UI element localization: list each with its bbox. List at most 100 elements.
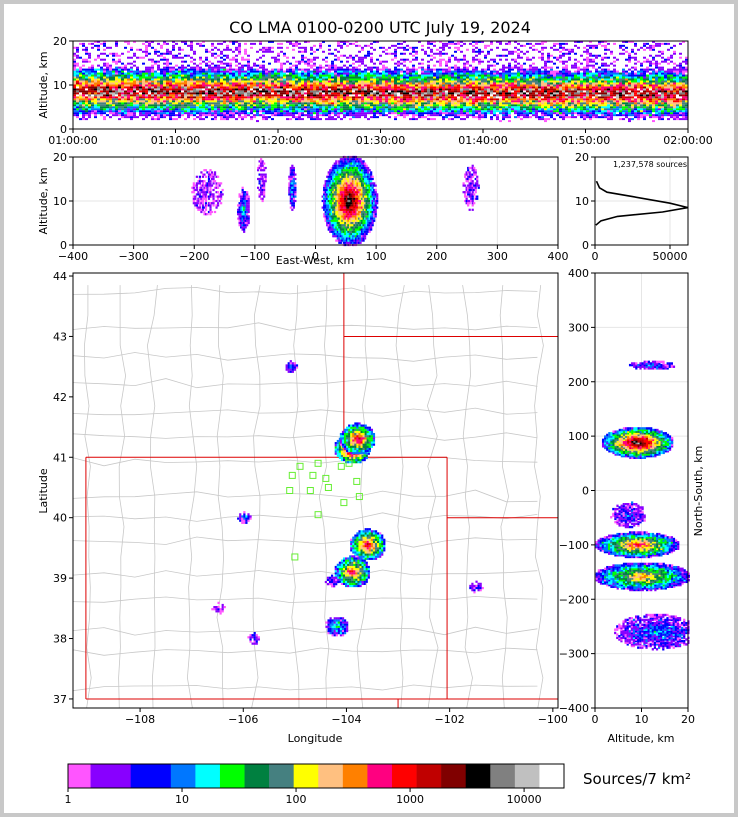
time-heatmap-cell [223, 110, 226, 113]
time-heatmap-cell [445, 80, 448, 83]
time-heatmap-cell [172, 94, 175, 97]
time-heatmap-cell [238, 98, 241, 101]
time-heatmap-cell [94, 108, 97, 111]
time-heatmap-cell [109, 110, 112, 113]
time-heatmap-cell [208, 114, 211, 117]
time-heatmap-cell [76, 84, 79, 87]
time-heatmap-cell [460, 72, 463, 75]
time-heatmap-cell [550, 90, 553, 93]
time-heatmap-cell [574, 44, 577, 47]
time-heatmap-cell [379, 86, 382, 89]
time-heatmap-cell [295, 110, 298, 113]
time-heatmap-cell [550, 80, 553, 83]
time-heatmap-cell [559, 70, 562, 73]
time-heatmap-cell [490, 48, 493, 51]
time-heatmap-cell [133, 64, 136, 67]
time-heatmap-cell [562, 54, 565, 57]
time-heatmap-cell [508, 74, 511, 77]
time-heatmap-cell [208, 76, 211, 79]
time-heatmap-cell [262, 88, 265, 91]
time-heatmap-cell [190, 106, 193, 109]
time-heatmap-cell [340, 54, 343, 57]
time-heatmap-cell [265, 92, 268, 95]
time-heatmap-cell [121, 112, 124, 115]
time-heatmap-cell [505, 90, 508, 93]
time-heatmap-cell [163, 40, 166, 43]
time-heatmap-cell [313, 78, 316, 81]
time-heatmap-cell [223, 104, 226, 107]
time-heatmap-cell [499, 40, 502, 43]
time-heatmap-cell [118, 108, 121, 111]
time-heatmap-cell [85, 118, 88, 121]
time-heatmap-cell [484, 54, 487, 57]
time-heatmap-cell [538, 72, 541, 75]
time-heatmap-cell [85, 72, 88, 75]
time-heatmap-cell [352, 116, 355, 119]
time-heatmap-cell [490, 102, 493, 105]
time-heatmap-cell [436, 92, 439, 95]
time-heatmap-cell [262, 74, 265, 77]
time-heatmap-cell [469, 74, 472, 77]
time-heatmap-cell [286, 100, 289, 103]
time-heatmap-cell [271, 96, 274, 99]
time-heatmap-cell [394, 52, 397, 55]
time-heatmap-cell [76, 96, 79, 99]
time-heatmap-cell [139, 110, 142, 113]
time-heatmap-cell [442, 68, 445, 71]
time-heatmap-cell [274, 84, 277, 87]
time-heatmap-cell [343, 110, 346, 113]
time-heatmap-cell [532, 100, 535, 103]
time-heatmap-cell [370, 72, 373, 75]
time-heatmap-cell [211, 96, 214, 99]
time-heatmap-cell [343, 76, 346, 79]
time-heatmap-cell [379, 112, 382, 115]
time-heatmap-cell [253, 68, 256, 71]
time-heatmap-cell [385, 68, 388, 71]
time-heatmap-cell [100, 84, 103, 87]
time-heatmap-cell [76, 106, 79, 109]
time-heatmap-cell [553, 74, 556, 77]
time-heatmap-cell [139, 80, 142, 83]
time-heatmap-cell [328, 116, 331, 119]
time-heatmap-cell [475, 110, 478, 113]
time-heatmap-cell [469, 72, 472, 75]
time-heatmap-cell [121, 84, 124, 87]
time-heatmap-cell [160, 68, 163, 71]
time-heatmap-cell [199, 98, 202, 101]
time-heatmap-cell [316, 116, 319, 119]
time-heatmap-cell [223, 116, 226, 119]
time-heatmap-cell [313, 68, 316, 71]
time-heatmap-cell [382, 50, 385, 53]
time-heatmap-cell [397, 88, 400, 91]
time-heatmap-cell [403, 92, 406, 95]
time-heatmap-cell [397, 98, 400, 101]
time-heatmap-cell [262, 60, 265, 63]
time-heatmap-cell [175, 100, 178, 103]
time-heatmap-cell [253, 82, 256, 85]
time-heatmap-cell [331, 76, 334, 79]
time-heatmap-cell [436, 70, 439, 73]
time-heatmap-cell [418, 100, 421, 103]
time-heatmap-cell [205, 100, 208, 103]
time-heatmap-cell [235, 86, 238, 89]
time-heatmap-cell [91, 46, 94, 49]
time-heatmap-cell [562, 80, 565, 83]
time-heatmap-cell [577, 76, 580, 79]
time-heatmap-cell [361, 98, 364, 101]
time-heatmap-cell [370, 98, 373, 101]
time-heatmap-cell [193, 66, 196, 69]
time-heatmap-cell [403, 98, 406, 101]
time-heatmap-cell [376, 86, 379, 89]
time-heatmap-cell [136, 72, 139, 75]
time-heatmap-cell [493, 110, 496, 113]
time-heatmap-cell [289, 88, 292, 91]
time-heatmap-cell [115, 66, 118, 69]
time-heatmap-cell [253, 64, 256, 67]
time-heatmap-cell [172, 76, 175, 79]
time-heatmap-cell [277, 72, 280, 75]
time-heatmap-cell [103, 52, 106, 55]
time-heatmap-cell [442, 46, 445, 49]
time-heatmap-cell [160, 70, 163, 73]
time-heatmap-cell [370, 82, 373, 85]
time-heatmap-cell [475, 72, 478, 75]
